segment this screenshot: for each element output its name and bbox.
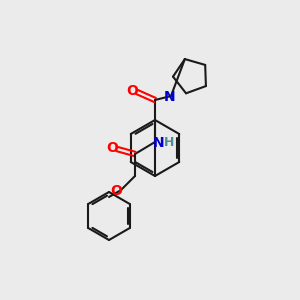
Text: O: O <box>106 141 118 155</box>
Text: N: N <box>164 90 176 104</box>
Text: O: O <box>126 84 138 98</box>
Text: O: O <box>110 184 122 198</box>
Text: H: H <box>164 136 174 149</box>
Text: N: N <box>153 136 165 150</box>
